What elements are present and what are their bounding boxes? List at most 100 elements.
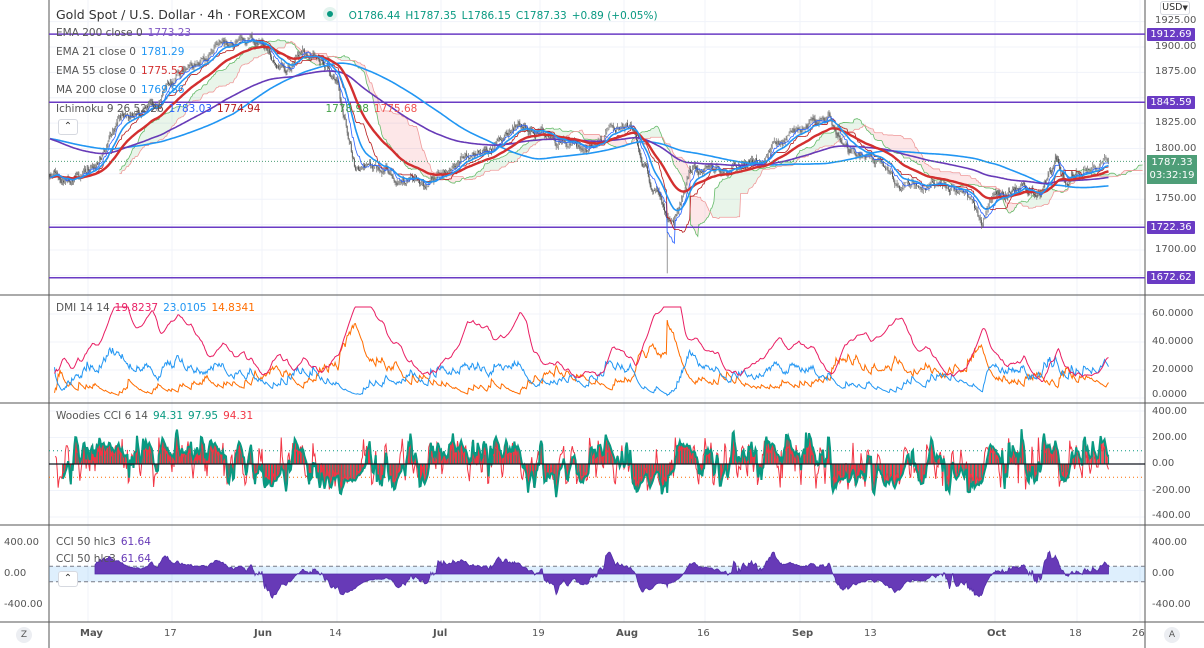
candle [336, 77, 338, 85]
candle-body [1025, 185, 1026, 190]
candle-body [625, 125, 627, 127]
candle [996, 191, 998, 198]
candle [822, 115, 824, 120]
candle-body [395, 182, 397, 183]
candle-body [1072, 174, 1074, 178]
candle [902, 184, 904, 191]
candle [772, 140, 774, 144]
candle-body [230, 43, 232, 46]
candle [781, 139, 783, 149]
candle [974, 200, 975, 211]
candle [970, 196, 972, 200]
candle [706, 165, 708, 169]
candle-body [300, 51, 301, 53]
candle-body [264, 48, 266, 50]
candle-body [800, 130, 802, 132]
candle-body [690, 169, 691, 172]
candle [118, 114, 120, 120]
candle [355, 166, 357, 172]
candle-body [293, 61, 295, 65]
candle-body [386, 165, 388, 170]
legend-cci-duplicate[interactable]: CCI 50 hlc3 61.64 [56, 553, 156, 565]
candle-body [473, 152, 475, 156]
candle [133, 111, 135, 119]
legend-cci[interactable]: CCI 50 hlc3 61.64 [56, 536, 156, 548]
time-axis-label: 16 [697, 628, 710, 639]
candle-body [523, 127, 524, 129]
candle [236, 39, 238, 44]
candle [1058, 159, 1060, 171]
candle-body [304, 53, 306, 54]
candle-body [622, 123, 624, 127]
candle-body [257, 44, 259, 45]
legend-ema21[interactable]: EMA 21 close 0 1781.29 [56, 46, 189, 58]
collapse-legend-button[interactable]: ⌃ [58, 119, 78, 135]
chevron-up-icon: ⌃ [63, 121, 73, 132]
candle [405, 178, 407, 187]
candle-body [121, 113, 123, 116]
candle-body [533, 131, 534, 134]
candle-body [234, 41, 236, 45]
candle-body [268, 49, 270, 51]
candle [130, 111, 132, 120]
candle-body [361, 169, 362, 170]
dmi-axis-label: 0.0000 [1152, 389, 1187, 400]
candle-body [1012, 188, 1014, 191]
candle-body [246, 42, 248, 45]
candle-body [556, 146, 558, 147]
candle [91, 164, 92, 169]
ohlc-change: +0.89 (+0.05%) [571, 10, 658, 22]
candle-body [600, 139, 602, 141]
candle-body [1085, 167, 1087, 171]
candle [876, 159, 877, 164]
candle [687, 176, 689, 180]
candle-body [551, 136, 553, 139]
legend-ema55[interactable]: EMA 55 close 0 1775.52 [56, 65, 189, 77]
legend-dmi[interactable]: DMI 14 14 19.8237 23.0105 14.8341 [56, 302, 260, 314]
candle-body [644, 164, 646, 166]
legend-woodies-cci[interactable]: Woodies CCI 6 14 94.31 97.95 94.31 [56, 410, 258, 422]
candle-body [912, 181, 914, 183]
legend-ma200[interactable]: MA 200 close 0 1769.86 [56, 84, 189, 96]
candle-body [277, 65, 279, 69]
symbol-title[interactable]: Gold Spot / U.S. Dollar · 4h · FOREXCOM [56, 7, 306, 22]
candle [276, 64, 277, 70]
candle-body [280, 63, 282, 66]
currency-button[interactable]: USD▼ [1160, 1, 1190, 15]
candle-body [249, 37, 251, 39]
candle-body [149, 102, 151, 103]
legend-ichimoku[interactable]: Ichimoku 9 26 52 26 1783.03 1774.94 1778.98… [56, 103, 422, 115]
candle-body [717, 165, 719, 167]
collapse-cci-legend-button[interactable]: ⌃ [58, 571, 78, 587]
candle [1094, 165, 1096, 171]
candle-body [984, 217, 986, 218]
candle-body [604, 136, 606, 141]
candle-body [96, 163, 98, 166]
candle-body [321, 59, 323, 61]
candle [837, 132, 839, 140]
candle-body [692, 168, 693, 173]
candle-body [184, 69, 186, 70]
candle-body [401, 178, 403, 183]
candle-body [838, 135, 840, 137]
candle [1066, 183, 1067, 185]
candle-body [213, 47, 215, 50]
zoom-button[interactable]: Z [16, 627, 32, 643]
candle [791, 128, 793, 133]
candle [994, 191, 996, 197]
candle-body [237, 39, 239, 43]
candle-body [740, 166, 742, 168]
candle [617, 123, 618, 130]
candle-body [186, 68, 188, 70]
candle-body [1106, 158, 1108, 163]
candle [645, 162, 646, 167]
auto-scale-button[interactable]: A [1164, 627, 1180, 643]
legend-ema200[interactable]: EMA 200 close 0 1773.23 [56, 27, 196, 39]
candle-body [154, 105, 155, 108]
candle [138, 108, 140, 117]
candle [872, 157, 874, 164]
candle [165, 83, 167, 90]
candle [982, 222, 983, 228]
candle [486, 146, 488, 154]
